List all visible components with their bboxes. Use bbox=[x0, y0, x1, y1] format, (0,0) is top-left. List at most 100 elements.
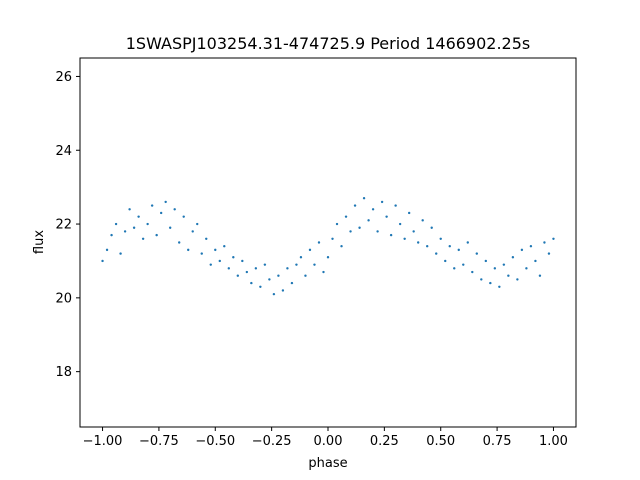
data-point bbox=[268, 278, 271, 281]
data-point bbox=[259, 285, 262, 288]
data-point bbox=[223, 244, 226, 248]
data-point bbox=[389, 233, 393, 237]
data-point bbox=[119, 252, 122, 255]
data-point bbox=[168, 226, 172, 229]
data-point bbox=[114, 222, 118, 226]
x-tick-label: 1.00 bbox=[539, 434, 568, 449]
data-point bbox=[196, 222, 199, 226]
data-point bbox=[543, 241, 546, 244]
data-point bbox=[317, 241, 321, 244]
data-point bbox=[462, 263, 465, 266]
data-point bbox=[299, 256, 303, 259]
data-point bbox=[484, 259, 488, 263]
data-point bbox=[150, 204, 154, 207]
data-point bbox=[407, 211, 411, 215]
data-point bbox=[426, 244, 429, 248]
data-point bbox=[155, 233, 158, 237]
data-point bbox=[209, 263, 212, 266]
x-axis-label: phase bbox=[308, 456, 347, 471]
data-point bbox=[480, 278, 483, 281]
data-point bbox=[159, 211, 163, 215]
x-tick-label: 0.75 bbox=[483, 434, 512, 449]
chart-title: 1SWASPJ103254.31-474725.9 Period 1466902… bbox=[126, 34, 531, 53]
data-point bbox=[475, 252, 478, 255]
data-point bbox=[146, 222, 149, 226]
data-point bbox=[349, 230, 352, 233]
data-point bbox=[141, 237, 145, 241]
data-point bbox=[272, 292, 276, 296]
data-point bbox=[290, 281, 294, 285]
data-point bbox=[430, 226, 433, 229]
y-axis-label: flux bbox=[32, 230, 47, 254]
data-point bbox=[128, 208, 131, 211]
data-point bbox=[376, 230, 379, 233]
data-point bbox=[457, 248, 460, 252]
data-point bbox=[511, 256, 515, 259]
data-point bbox=[263, 263, 267, 266]
data-point bbox=[304, 274, 307, 277]
data-point bbox=[367, 219, 370, 222]
data-point bbox=[105, 248, 109, 252]
data-point bbox=[295, 263, 298, 266]
data-point bbox=[489, 281, 492, 285]
data-point bbox=[281, 289, 285, 292]
data-point bbox=[245, 270, 249, 274]
data-point bbox=[371, 208, 375, 211]
data-point bbox=[340, 244, 343, 248]
data-point bbox=[326, 256, 330, 259]
x-tick-label: −0.50 bbox=[195, 434, 235, 449]
data-point bbox=[200, 252, 203, 255]
data-point bbox=[520, 248, 524, 252]
data-point bbox=[132, 226, 136, 229]
data-point bbox=[498, 285, 501, 288]
data-point bbox=[412, 230, 415, 233]
data-point bbox=[394, 204, 397, 207]
data-point bbox=[552, 237, 555, 241]
data-point bbox=[173, 208, 176, 211]
data-point bbox=[385, 215, 388, 218]
data-point bbox=[110, 233, 113, 237]
data-point bbox=[435, 252, 438, 255]
data-point bbox=[191, 230, 194, 233]
data-point bbox=[322, 270, 325, 274]
data-point bbox=[123, 230, 127, 233]
data-point bbox=[358, 226, 361, 229]
y-tick-label: 26 bbox=[55, 70, 72, 85]
data-point bbox=[331, 237, 334, 241]
data-point bbox=[182, 215, 185, 218]
data-point bbox=[335, 222, 339, 226]
data-point bbox=[534, 259, 537, 263]
data-point bbox=[453, 267, 456, 270]
data-point bbox=[254, 267, 258, 270]
data-point bbox=[308, 248, 312, 252]
data-point bbox=[502, 263, 506, 266]
data-point bbox=[525, 267, 528, 270]
data-point bbox=[250, 281, 253, 285]
data-point bbox=[538, 274, 542, 277]
data-point bbox=[507, 274, 510, 277]
data-point bbox=[448, 244, 451, 248]
data-point bbox=[353, 204, 357, 207]
x-tick-label: 0.00 bbox=[314, 434, 343, 449]
data-point bbox=[227, 267, 230, 270]
y-tick-label: 20 bbox=[55, 291, 72, 306]
data-point bbox=[380, 200, 384, 204]
data-point bbox=[547, 252, 551, 255]
data-point bbox=[466, 241, 469, 244]
data-point bbox=[529, 244, 533, 248]
x-tick-label: −1.00 bbox=[83, 434, 123, 449]
data-point bbox=[444, 259, 447, 263]
data-point bbox=[403, 237, 406, 241]
data-point bbox=[286, 267, 289, 270]
data-point bbox=[439, 237, 442, 241]
data-point bbox=[241, 259, 244, 263]
data-point bbox=[516, 278, 519, 281]
data-point bbox=[218, 259, 221, 263]
data-point bbox=[137, 215, 140, 218]
data-point bbox=[232, 256, 235, 259]
y-tick-label: 22 bbox=[55, 218, 72, 233]
data-point bbox=[362, 197, 366, 200]
data-point bbox=[471, 270, 474, 274]
